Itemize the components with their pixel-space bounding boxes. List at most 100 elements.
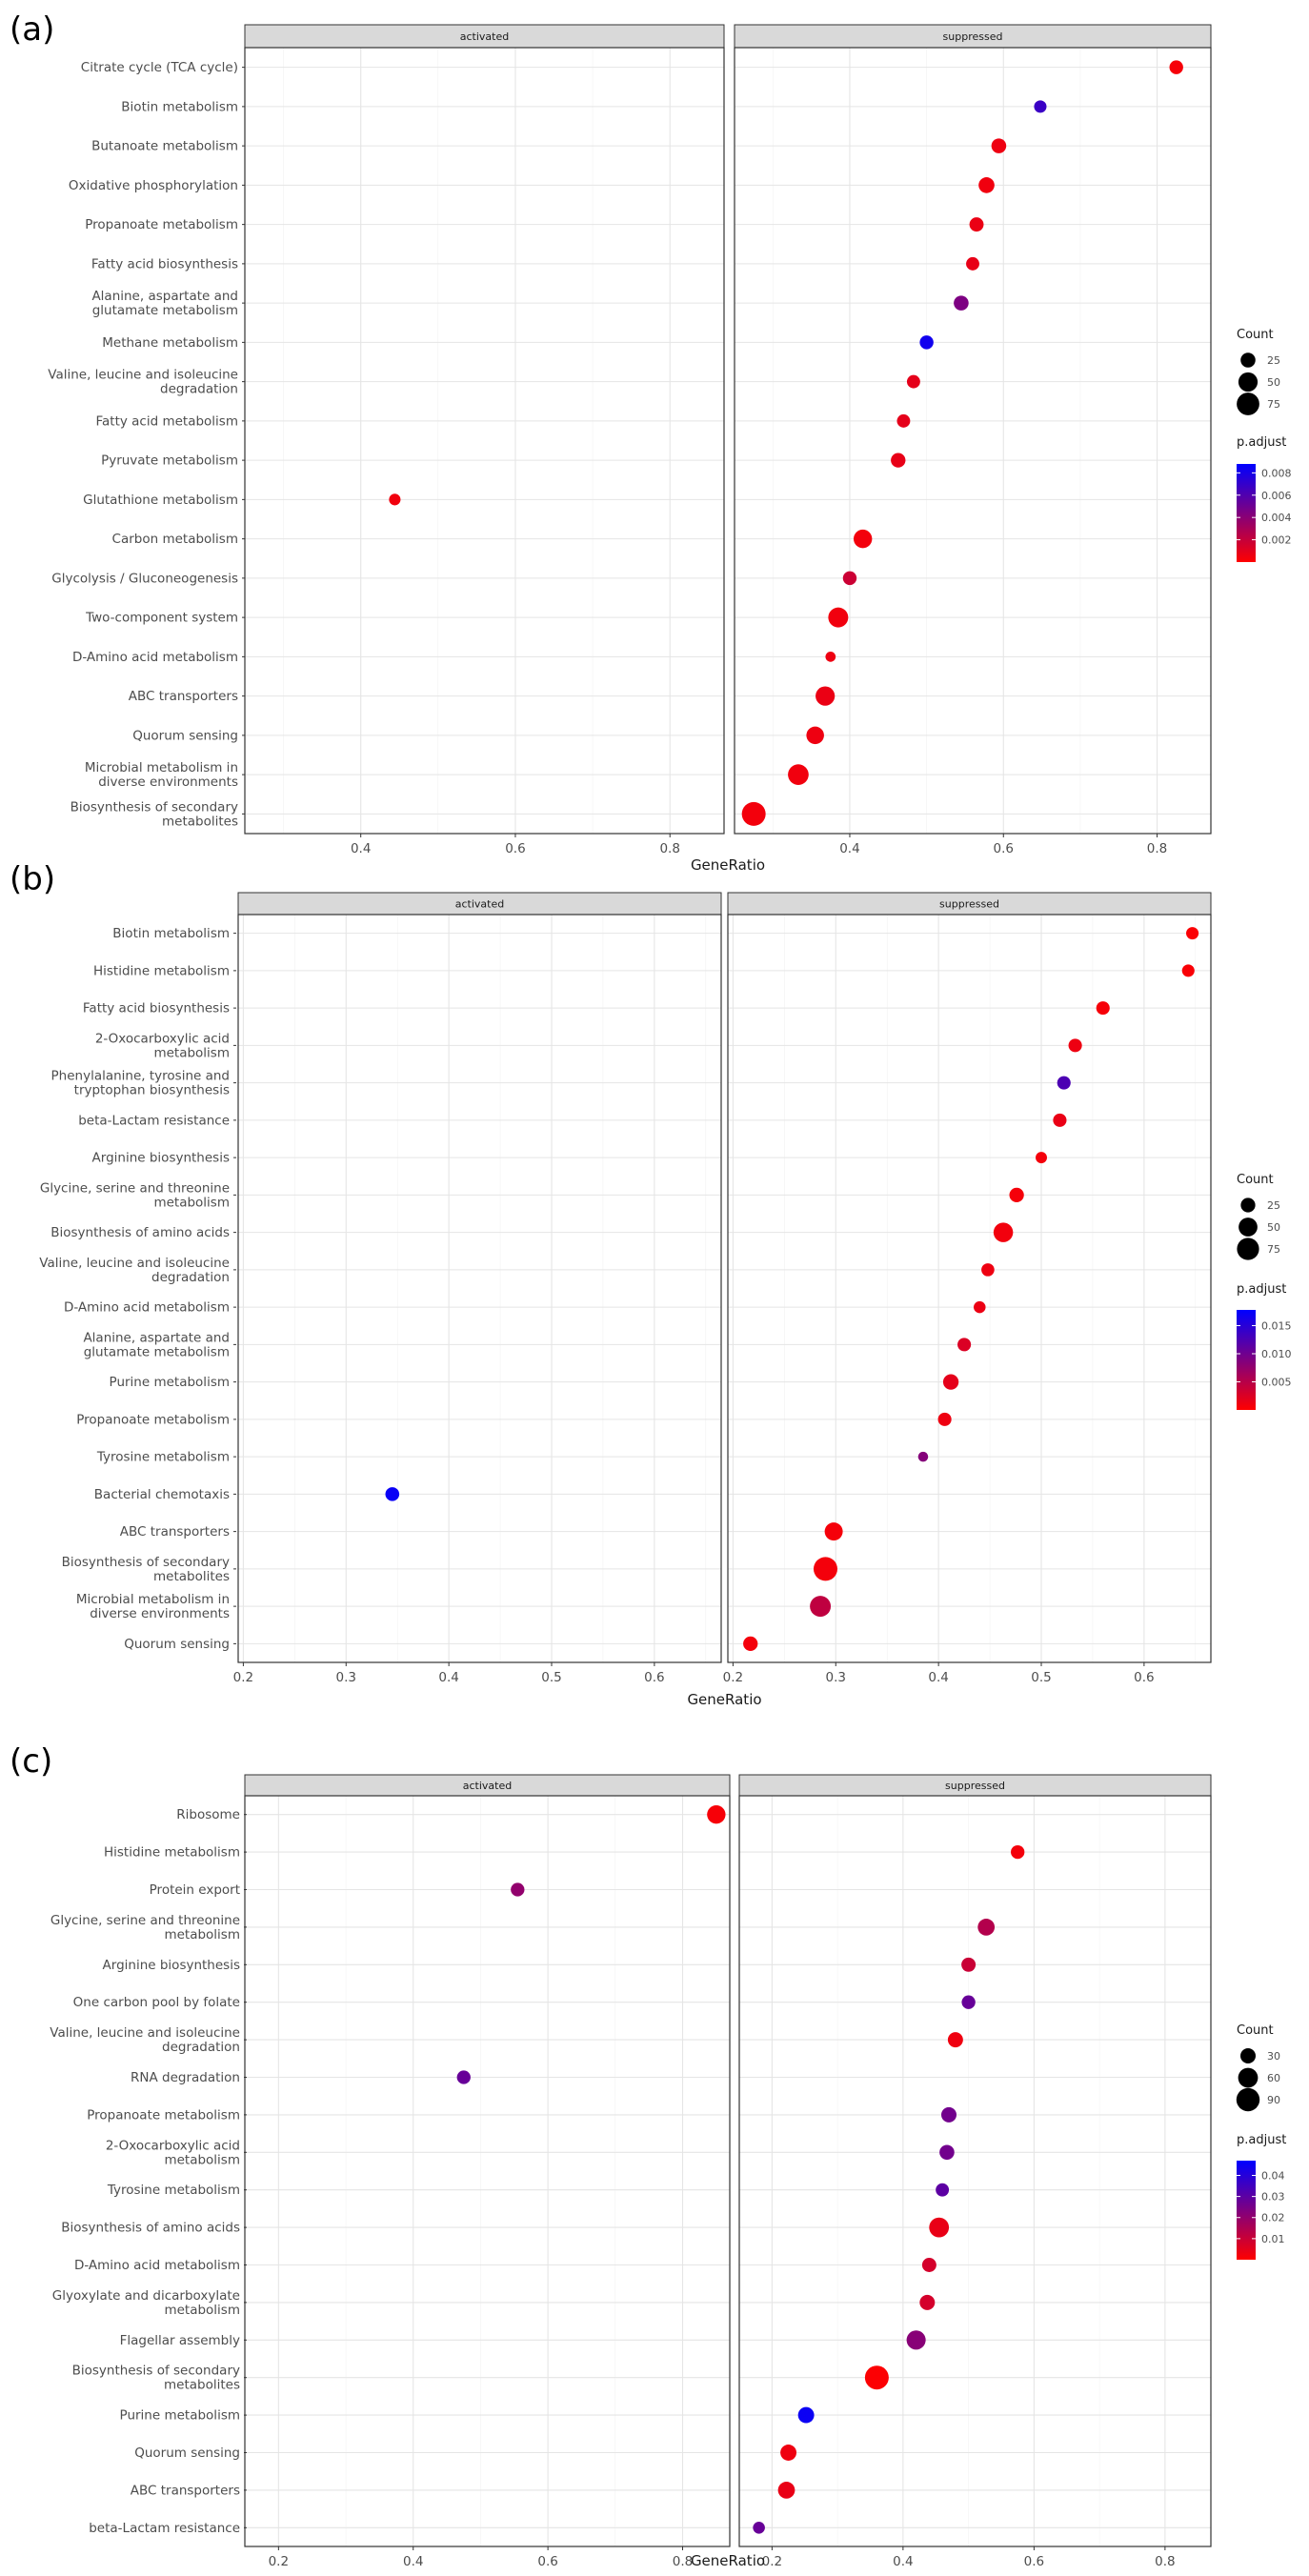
y-tick-label: metabolism <box>153 1195 230 1210</box>
x-tick-label: 0.4 <box>351 841 371 856</box>
data-point <box>753 2522 765 2534</box>
data-point <box>981 1263 995 1277</box>
y-tick-label: Histidine metabolism <box>104 1845 240 1861</box>
panel-background <box>245 1796 730 2546</box>
data-point <box>797 2406 815 2424</box>
x-tick-label: 0.5 <box>541 1670 561 1685</box>
y-tick-label: Fatty acid metabolism <box>95 413 238 429</box>
y-tick-label: Biosynthesis of amino acids <box>50 1225 230 1240</box>
x-tick-label: 0.8 <box>673 2554 693 2569</box>
panel-border <box>734 47 1212 835</box>
y-tick-label: Quorum sensing <box>124 1637 230 1652</box>
legend-count-label: 25 <box>1267 354 1280 367</box>
y-tick-label: beta-Lactam resistance <box>78 1113 230 1128</box>
x-tick-label: 0.8 <box>1147 841 1167 856</box>
legend-count-key <box>1240 352 1256 368</box>
panel-background <box>739 1796 1211 2546</box>
data-point <box>917 1451 929 1462</box>
facet-strip-label: activated <box>460 30 509 43</box>
data-point <box>941 2106 957 2123</box>
panel-border <box>244 1795 731 2547</box>
data-point <box>1009 1187 1024 1203</box>
y-tick-label: Butanoate metabolism <box>91 139 238 154</box>
legend-count-label: 75 <box>1267 398 1280 411</box>
data-point <box>806 726 824 745</box>
y-tick-label: Pyruvate metabolism <box>101 453 238 469</box>
legend-count-title: Count <box>1237 1173 1274 1187</box>
x-tick-label: 0.3 <box>336 1670 356 1685</box>
y-tick-label: Quorum sensing <box>132 728 238 743</box>
y-tick-label: beta-Lactam resistance <box>89 2521 240 2536</box>
legend-count-label: 25 <box>1267 1199 1280 1212</box>
y-tick-label: glutamate metabolism <box>84 1344 230 1359</box>
panel-background <box>238 915 721 1662</box>
legend-count-label: 75 <box>1267 1243 1280 1256</box>
y-tick-label: Tyrosine metabolism <box>107 2183 240 2198</box>
data-point <box>891 453 906 468</box>
data-point <box>939 2144 955 2161</box>
x-tick-label: 0.2 <box>723 1670 743 1685</box>
facet-strip-label: suppressed <box>943 30 1003 43</box>
y-tick-label: One carbon pool by folate <box>73 1995 240 2010</box>
x-tick-label: 0.4 <box>403 2554 423 2569</box>
y-tick-label: Methane metabolism <box>102 335 238 351</box>
data-point <box>853 529 873 549</box>
data-point <box>810 1596 832 1618</box>
y-tick-label: Propanoate metabolism <box>76 1412 230 1427</box>
y-tick-label: metabolites <box>164 2378 240 2393</box>
y-tick-label: Microbial metabolism in <box>76 1592 230 1607</box>
panel-border <box>738 1795 1212 2547</box>
x-tick-label: 0.4 <box>438 1670 458 1685</box>
panel-a: (a) activated suppressed Citrate cycle (TCA… <box>10 10 1292 874</box>
data-point <box>511 1882 525 1897</box>
legend-padj-title: p.adjust <box>1237 1282 1286 1297</box>
data-point <box>929 2217 950 2238</box>
y-tick-label: Arginine biosynthesis <box>92 1151 230 1166</box>
x-tick-label: 0.4 <box>893 2554 913 2569</box>
y-tick-label: Carbon metabolism <box>112 532 238 547</box>
y-tick-label: Glyoxylate and dicarboxylate <box>52 2288 240 2304</box>
data-point <box>777 2482 795 2499</box>
panel-border <box>727 914 1212 1663</box>
y-tick-label: Oxidative phosphorylation <box>69 178 238 193</box>
y-tick-label: 2-Oxocarboxylic acid <box>95 1031 230 1046</box>
y-tick-label: Valine, leucine and isoleucine <box>39 1256 230 1271</box>
legend-count-key <box>1240 2048 1256 2063</box>
y-tick-label: metabolites <box>153 1569 230 1584</box>
facet-strip-label: suppressed <box>945 1780 1005 1792</box>
data-point <box>977 1919 996 1936</box>
facet-strip-label: activated <box>463 1780 512 1792</box>
x-tick-label: 0.5 <box>1031 1670 1051 1685</box>
legend-count-key <box>1236 2087 1260 2112</box>
legend-padj-title: p.adjust <box>1237 435 1286 450</box>
y-tick-label: ABC transporters <box>120 1524 230 1540</box>
legend-count-key <box>1238 372 1259 392</box>
legend-padj-label: 0.005 <box>1261 1377 1292 1389</box>
y-tick-label: ABC transporters <box>131 2483 240 2498</box>
legend-count-key <box>1237 392 1259 415</box>
y-tick-label: Glycolysis / Gluconeogenesis <box>51 571 238 586</box>
legend-padj-label: 0.01 <box>1261 2233 1285 2245</box>
y-tick-label: Microbial metabolism in <box>85 760 238 775</box>
data-point <box>456 2070 471 2084</box>
y-tick-label: Biosynthesis of secondary <box>62 1555 230 1570</box>
data-point <box>1169 60 1183 74</box>
panel-label: (c) <box>10 1742 52 1781</box>
y-tick-label: Phenylalanine, tyrosine and <box>51 1069 230 1084</box>
data-point <box>966 256 979 271</box>
y-tick-label: D-Amino acid metabolism <box>64 1300 230 1316</box>
data-point <box>1186 927 1199 940</box>
legend-count-label: 90 <box>1267 2094 1280 2106</box>
y-tick-label: Alanine, aspartate and <box>83 1330 230 1345</box>
data-point <box>961 1957 977 1972</box>
data-point <box>961 1995 976 2009</box>
data-point <box>937 1412 952 1426</box>
data-point <box>1011 1844 1025 1860</box>
data-point <box>969 217 984 232</box>
panel-border <box>237 914 722 1663</box>
data-point <box>1053 1113 1067 1127</box>
legend-count-label: 50 <box>1267 1221 1280 1234</box>
y-tick-label: Tyrosine metabolism <box>96 1450 230 1465</box>
y-tick-label: Protein export <box>150 1882 240 1898</box>
data-point <box>707 1805 726 1824</box>
